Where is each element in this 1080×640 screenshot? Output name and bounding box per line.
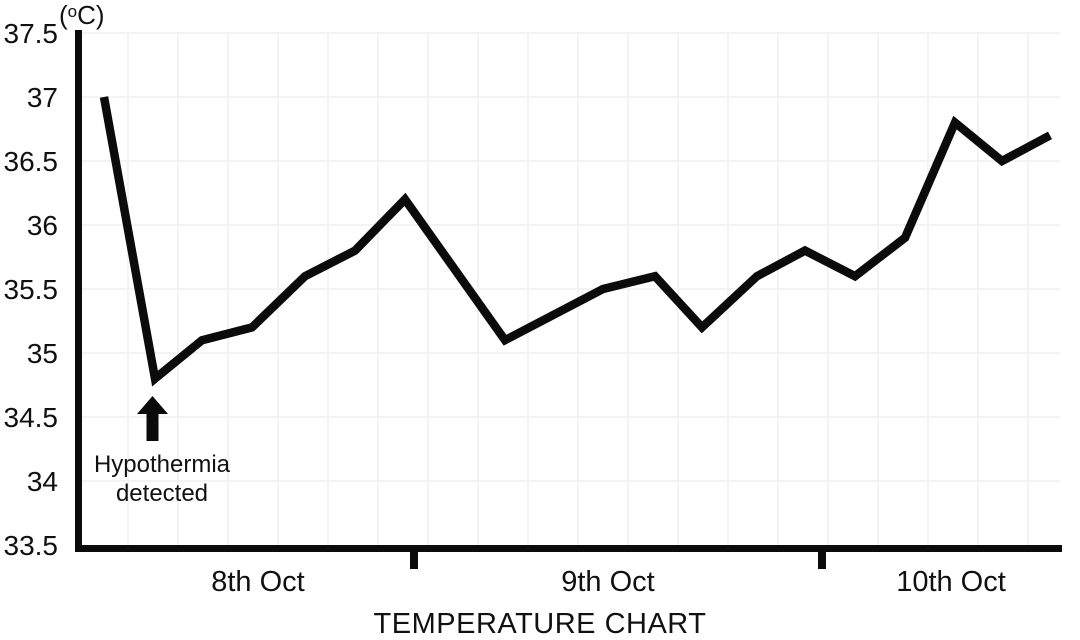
- x-axis-day-label: 9th Oct: [561, 566, 655, 598]
- y-axis-label: 36.5: [4, 146, 59, 177]
- y-axis-label: 37: [27, 82, 58, 113]
- y-axis-label: 33.5: [4, 530, 59, 561]
- hypothermia-annotation-line1: Hypothermia: [94, 451, 231, 478]
- hypothermia-annotation-line2: detected: [116, 480, 208, 507]
- chart-title: TEMPERATURE CHART: [374, 608, 707, 640]
- y-axis-label: 35: [27, 338, 58, 369]
- temperature-line: [99, 96, 1053, 387]
- x-axis-day-label: 10th Oct: [896, 566, 1006, 598]
- y-axis-unit-label: (oC): [59, 0, 105, 30]
- y-axis-label: 34.5: [4, 402, 59, 433]
- grid-lines: [82, 32, 1060, 545]
- y-axis-label: 34: [27, 466, 58, 497]
- hypothermia-arrow-icon: [137, 396, 168, 441]
- axes: [75, 30, 1062, 569]
- y-axis-label: 36: [27, 210, 58, 241]
- y-axis-label: 35.5: [4, 274, 59, 305]
- y-axis-label: 37.5: [4, 18, 59, 49]
- x-axis-day-label: 8th Oct: [211, 566, 305, 598]
